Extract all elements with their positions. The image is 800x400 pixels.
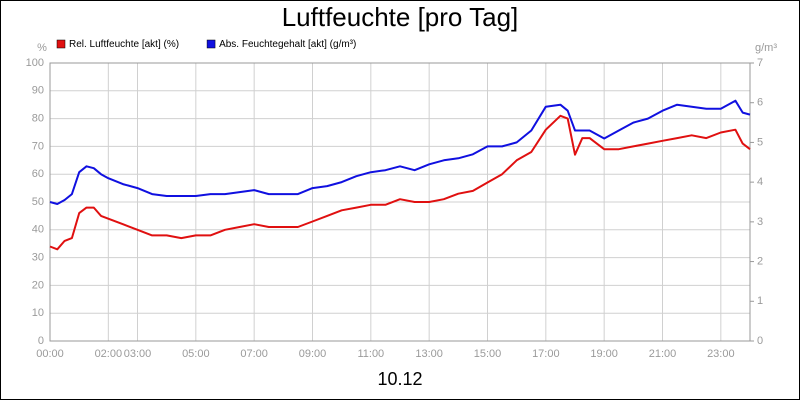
y-tick-label: 80: [32, 113, 44, 125]
line: [49, 99, 751, 205]
y-tick-label: 70: [32, 140, 44, 152]
y-tick-label: 100: [26, 57, 44, 69]
legend-swatch: [56, 39, 66, 49]
y-tick-label: 30: [32, 252, 44, 264]
y-tick-label: 20: [32, 279, 44, 291]
y2-tick-label: 2: [757, 255, 763, 267]
legend-swatch: [206, 39, 216, 49]
y-tick-label: 40: [32, 224, 44, 236]
line: [49, 114, 751, 251]
x-tick-label: 00:00: [36, 348, 64, 360]
y2-tick-label: 7: [757, 57, 763, 69]
x-tick-label: 07:00: [240, 348, 268, 360]
x-tick-label: 15:00: [474, 348, 502, 360]
x-tick-label: 17:00: [532, 348, 560, 360]
x-tick-label: 09:00: [299, 348, 327, 360]
y2-tick-label: 5: [757, 136, 763, 148]
x-tick-label: 05:00: [182, 348, 210, 360]
x-tick-label: 03:00: [124, 348, 152, 360]
x-tick-label: 02:00: [95, 348, 123, 360]
x-tick-label: 13:00: [415, 348, 443, 360]
x-tick-label: 21:00: [649, 348, 677, 360]
y-tick-label: 90: [32, 85, 44, 97]
x-tick-label: 19:00: [590, 348, 618, 360]
y2-tick-label: 3: [757, 216, 763, 228]
chart-title: Luftfeuchte [pro Tag]: [282, 2, 519, 32]
y-tick-label: 60: [32, 168, 44, 180]
y-tick-label: 50: [32, 196, 44, 208]
y2-tick-label: 0: [757, 335, 763, 347]
y2-tick-label: 6: [757, 97, 763, 109]
y2-tick-label: 4: [757, 176, 763, 188]
y-tick-label: 0: [38, 335, 44, 347]
y-tick-label: 10: [32, 307, 44, 319]
y2-tick-label: 1: [757, 295, 763, 307]
x-axis-label: 10.12: [377, 369, 422, 389]
legend-label: Abs. Feuchtegehalt [akt] (g/m³): [219, 39, 356, 50]
y-axis-label: %: [37, 42, 47, 54]
legend-label: Rel. Luftfeuchte [akt] (%): [69, 39, 179, 50]
x-tick-label: 11:00: [357, 348, 384, 360]
y2-axis-label: g/m³: [755, 42, 777, 54]
x-tick-label: 23:00: [707, 348, 735, 360]
